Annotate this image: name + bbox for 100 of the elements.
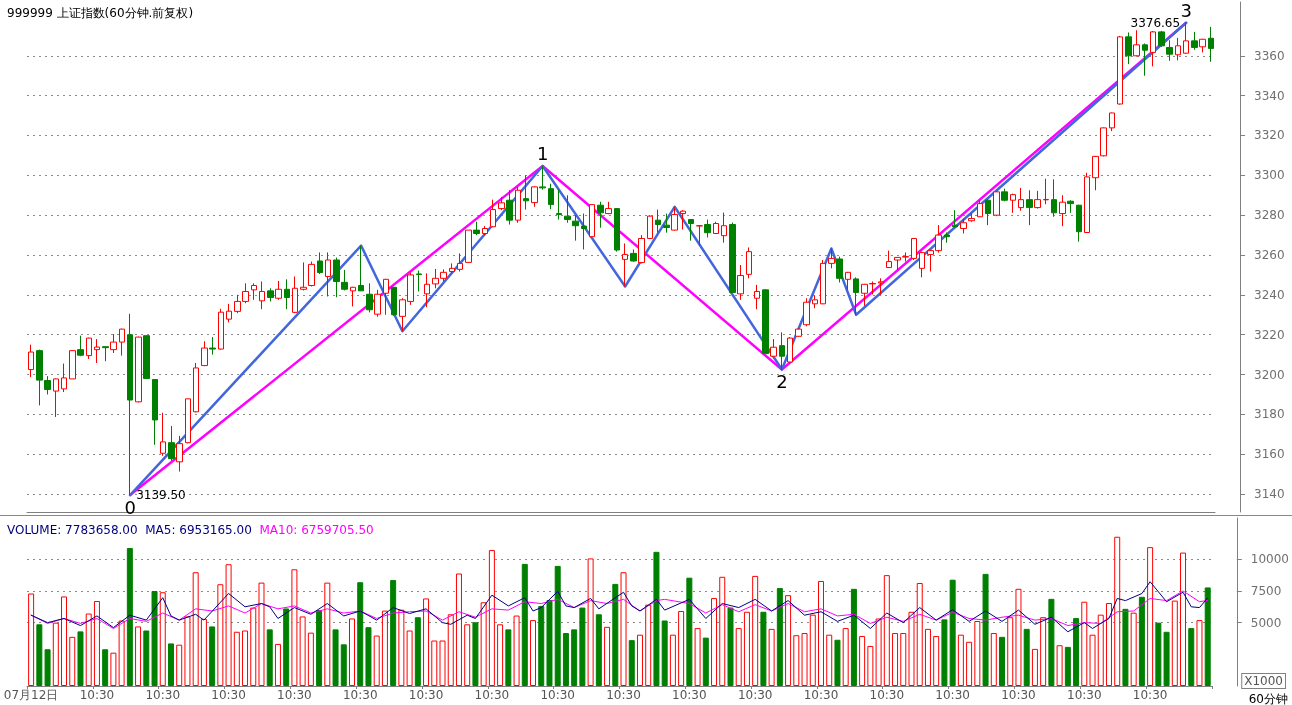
bar <box>423 598 430 686</box>
candlestick <box>960 218 967 234</box>
bar <box>826 634 833 686</box>
bar <box>916 583 923 686</box>
candlestick <box>952 209 958 228</box>
candlestick <box>1010 193 1016 214</box>
candlestick <box>366 282 373 313</box>
candlestick <box>1183 22 1189 55</box>
candlestick <box>1109 112 1115 132</box>
candlestick <box>754 284 760 310</box>
bar <box>571 629 578 686</box>
candlestick <box>680 209 686 231</box>
bar <box>1155 622 1162 686</box>
bar <box>883 575 890 686</box>
candlestick <box>548 183 554 210</box>
bar <box>612 583 619 686</box>
candlestick <box>647 214 653 240</box>
candlestick <box>911 237 917 261</box>
candlestick <box>1026 189 1033 226</box>
bar <box>530 620 537 686</box>
bar <box>135 626 142 686</box>
candlestick <box>605 201 612 215</box>
annotation: VOLUME: 7783658.00 <box>7 523 138 537</box>
bar <box>274 643 281 686</box>
candlestick <box>358 245 364 292</box>
candlestick <box>886 250 892 269</box>
bar <box>900 633 907 686</box>
candlestick <box>391 286 397 317</box>
bar <box>908 611 915 686</box>
y-tick-label: 3140 <box>1254 487 1285 502</box>
bar <box>102 649 109 686</box>
candlestick <box>985 198 991 226</box>
candlestick <box>465 229 472 264</box>
bar <box>431 640 438 686</box>
bar <box>966 641 973 686</box>
bar <box>233 631 240 686</box>
candlestick <box>721 212 727 244</box>
bar <box>604 626 611 686</box>
candlestick <box>69 350 76 380</box>
bar <box>760 611 767 686</box>
candlestick <box>803 297 810 327</box>
candlestick <box>490 199 496 228</box>
y-tick-label: 7500 <box>1250 583 1282 598</box>
bar <box>77 631 84 686</box>
y-tick-label: 5000 <box>1250 615 1282 630</box>
candlestick <box>1092 155 1099 191</box>
bar <box>636 634 643 686</box>
x-tick-label: 10:30 <box>145 688 181 702</box>
candlestick <box>1175 37 1181 61</box>
x-tick-label: 10:30 <box>869 688 905 702</box>
y-tick-label: 3240 <box>1254 287 1285 302</box>
bar <box>357 582 364 686</box>
bar <box>1196 620 1203 686</box>
candlestick <box>704 219 711 238</box>
bar <box>414 617 421 686</box>
bar <box>447 614 454 686</box>
bar <box>184 616 191 686</box>
bar <box>752 575 759 686</box>
bar <box>686 577 693 686</box>
bar <box>735 628 742 686</box>
candlestick <box>787 336 793 363</box>
bar <box>562 633 569 686</box>
bar <box>842 628 849 686</box>
candlestick <box>919 251 925 278</box>
candlestick <box>622 242 628 287</box>
candlestick <box>1199 38 1206 53</box>
annotation: 1 <box>536 143 549 165</box>
bar <box>694 628 701 686</box>
bar <box>1147 547 1154 686</box>
annotation: 0 <box>124 496 136 518</box>
candlestick <box>160 412 166 457</box>
candlestick <box>1150 30 1156 67</box>
bar <box>1031 648 1038 686</box>
candlestick <box>1034 190 1041 210</box>
bar <box>785 595 792 686</box>
candlestick <box>341 269 348 291</box>
candlestick <box>820 259 826 305</box>
candlestick <box>779 331 785 371</box>
bar <box>472 622 479 686</box>
bar <box>1180 552 1187 686</box>
bar <box>307 632 314 686</box>
bar <box>1130 612 1137 686</box>
bar <box>390 580 397 686</box>
bar <box>28 593 35 686</box>
candlestick <box>539 165 546 191</box>
candlestick <box>383 278 389 316</box>
bar <box>69 636 76 686</box>
bar <box>850 588 857 686</box>
bar <box>464 624 471 686</box>
y-tick-label: 3220 <box>1254 327 1285 342</box>
bar <box>999 636 1006 686</box>
bar <box>645 604 652 686</box>
bar <box>455 573 462 686</box>
candlestick <box>1001 188 1008 202</box>
candlestick <box>1142 42 1148 77</box>
x-axis-title: 60分钟 <box>1248 692 1289 705</box>
bar <box>727 607 734 686</box>
x-tick-label: 10:30 <box>935 688 970 702</box>
candlestick <box>597 201 604 229</box>
bar <box>242 630 249 686</box>
